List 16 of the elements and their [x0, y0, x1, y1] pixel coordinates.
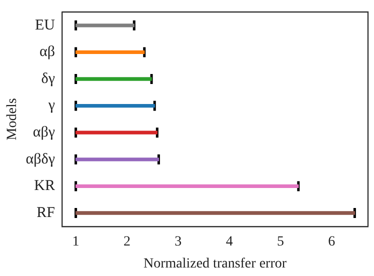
y-axis-title: Models [5, 98, 20, 140]
y-tick-label: RF [36, 204, 55, 221]
x-tick-label: 4 [226, 234, 233, 250]
x-tick-label: 6 [328, 234, 336, 250]
x-tick-label: 2 [123, 234, 130, 250]
y-tick-label: EU [34, 17, 56, 34]
y-tick-label: KR [34, 178, 55, 194]
y-tick-label: αβδγ [26, 151, 56, 168]
x-tick-label: 1 [72, 234, 80, 250]
y-tick-label: αβ [39, 44, 55, 60]
y-tick-label: δγ [41, 70, 56, 87]
x-tick-label: 5 [276, 234, 284, 250]
x-tick-label: 3 [174, 234, 182, 250]
x-axis-title: Normalized transfer error [143, 256, 287, 272]
y-tick-label: αβγ [32, 124, 56, 141]
y-tick-label: γ [47, 98, 56, 114]
